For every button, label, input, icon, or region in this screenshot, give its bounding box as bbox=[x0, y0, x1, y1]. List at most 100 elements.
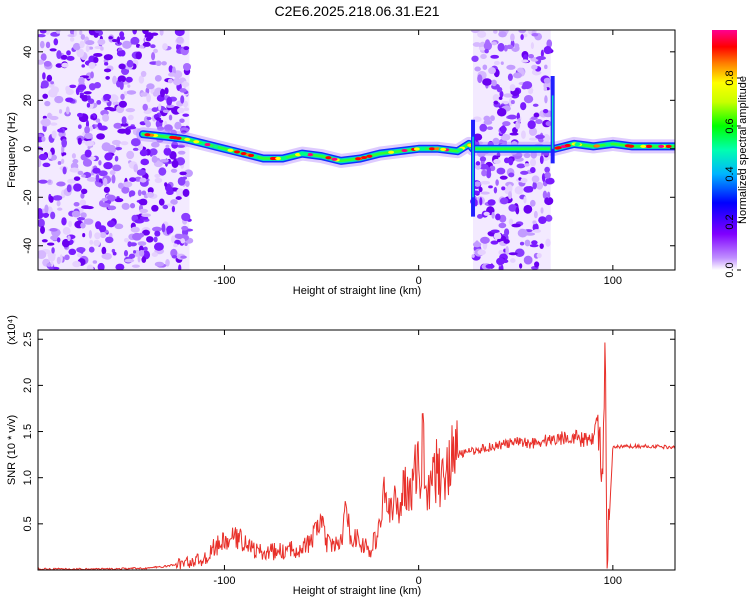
noise-blob bbox=[159, 30, 164, 36]
noise-blob bbox=[81, 174, 86, 178]
noise-blob bbox=[73, 183, 82, 192]
noise-blob bbox=[107, 220, 116, 228]
noise-blob bbox=[543, 46, 552, 55]
snr-x-axis-label: Height of straight line (km) bbox=[293, 585, 421, 597]
noise-blob bbox=[133, 163, 138, 173]
noise-blob bbox=[543, 134, 550, 143]
noise-blob bbox=[132, 147, 139, 151]
noise-blob bbox=[88, 246, 95, 253]
noise-blob bbox=[68, 248, 77, 256]
noise-blob bbox=[161, 223, 166, 233]
noise-blob bbox=[510, 99, 515, 105]
noise-blob bbox=[533, 210, 538, 219]
ridge-peak bbox=[428, 147, 435, 151]
noise-blob bbox=[149, 148, 158, 156]
noise-blob bbox=[139, 44, 145, 49]
noise-blob bbox=[56, 200, 61, 207]
ridge-peak bbox=[665, 144, 672, 148]
noise-blob bbox=[71, 210, 81, 218]
noise-blob bbox=[175, 196, 182, 201]
chart-title: C2E6.2025.218.06.31.E21 bbox=[274, 3, 439, 19]
noise-blob bbox=[180, 255, 187, 259]
noise-blob bbox=[60, 158, 65, 164]
noise-blob bbox=[160, 88, 166, 98]
noise-blob bbox=[499, 90, 504, 98]
noise-blob bbox=[508, 97, 513, 107]
noise-blob bbox=[123, 237, 130, 243]
noise-blob bbox=[130, 202, 136, 209]
noise-blob bbox=[179, 171, 187, 176]
ridge-peak bbox=[564, 143, 571, 148]
noise-blob bbox=[497, 42, 505, 52]
noise-blob bbox=[491, 41, 498, 46]
noise-blob bbox=[104, 152, 113, 161]
noise-blob bbox=[127, 84, 131, 88]
noise-blob bbox=[42, 93, 49, 99]
noise-blob bbox=[166, 96, 173, 106]
noise-blob bbox=[162, 204, 169, 210]
noise-blob bbox=[141, 213, 152, 218]
noise-blob bbox=[171, 205, 176, 213]
noise-blob bbox=[92, 260, 98, 264]
ridge-peak bbox=[193, 140, 200, 144]
noise-blob bbox=[82, 232, 86, 238]
noise-blob bbox=[120, 93, 125, 100]
noise-blob bbox=[122, 181, 133, 188]
ridge-peak bbox=[184, 137, 191, 142]
noise-blob bbox=[470, 30, 481, 34]
noise-blob bbox=[542, 190, 548, 199]
noise-blob bbox=[490, 240, 499, 245]
colorbar-label: Normalized spectral amplitude bbox=[737, 76, 749, 224]
noise-blob bbox=[498, 96, 503, 100]
ridge-peak bbox=[605, 142, 612, 147]
noise-blob bbox=[167, 158, 171, 163]
noise-blob bbox=[539, 243, 544, 249]
noise-blob bbox=[163, 147, 172, 156]
noise-blob bbox=[151, 252, 158, 257]
noise-blob bbox=[540, 207, 544, 214]
noise-blob bbox=[98, 225, 107, 233]
noise-blob bbox=[132, 30, 137, 35]
noise-blob bbox=[487, 199, 496, 206]
ridge-peak bbox=[355, 157, 362, 161]
noise-blob bbox=[171, 255, 178, 259]
noise-blob bbox=[137, 241, 147, 246]
noise-blob bbox=[49, 122, 58, 126]
ridge-peak bbox=[144, 133, 151, 137]
noise-blob bbox=[182, 100, 189, 108]
noise-blob bbox=[486, 167, 492, 174]
noise-blob bbox=[524, 163, 530, 167]
noise-blob bbox=[93, 56, 99, 64]
noise-blob bbox=[76, 246, 86, 253]
snr-axes: -100 0 100 0.5 1.0 1.5 2.0 2.5 bbox=[22, 330, 675, 587]
noise-blob bbox=[100, 46, 104, 51]
noise-blob bbox=[47, 179, 52, 184]
noise-blob bbox=[172, 77, 182, 86]
noise-blob bbox=[140, 70, 147, 78]
ridge-peak bbox=[388, 150, 395, 154]
noise-blob bbox=[76, 217, 86, 221]
noise-blob bbox=[127, 114, 134, 121]
noise-blob bbox=[528, 89, 533, 95]
snr-y-tick-label: 1.5 bbox=[22, 424, 34, 439]
colorbar-ticks: 0.0 0.2 0.4 0.6 0.8 bbox=[724, 70, 741, 278]
noise-blob bbox=[478, 186, 483, 193]
noise-blob bbox=[542, 108, 549, 114]
noise-blob bbox=[543, 77, 551, 84]
noise-blob bbox=[506, 44, 514, 50]
noise-blob bbox=[40, 225, 45, 234]
noise-blob bbox=[508, 252, 518, 256]
ridge-peak bbox=[240, 151, 247, 156]
noise-blob bbox=[479, 123, 488, 132]
noise-blob bbox=[170, 248, 178, 258]
spectrogram-frame bbox=[37, 29, 676, 271]
noise-blob bbox=[174, 121, 182, 130]
noise-blob bbox=[546, 191, 551, 199]
noise-blob bbox=[181, 81, 190, 87]
noise-blob bbox=[170, 199, 178, 205]
noise-blob bbox=[168, 72, 176, 77]
snr-y-tick-label: 2.5 bbox=[22, 332, 34, 347]
noise-blob bbox=[39, 40, 45, 49]
noise-blob bbox=[79, 40, 85, 49]
